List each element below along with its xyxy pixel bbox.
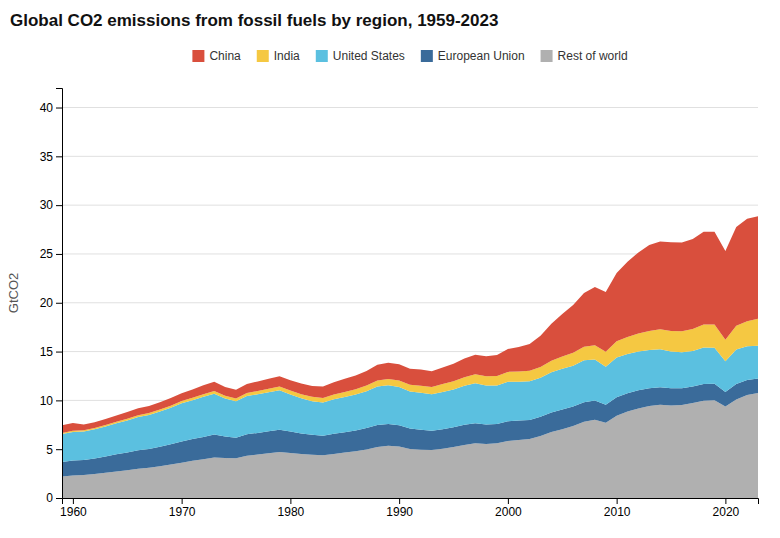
tick-mark [725, 498, 726, 504]
legend-label: United States [333, 49, 405, 63]
legend-item: Rest of world [541, 49, 628, 63]
tick-mark [73, 498, 74, 504]
axis-line [63, 499, 759, 505]
legend-swatch [192, 50, 204, 62]
tick-label: 1980 [278, 505, 305, 519]
area [62, 216, 758, 433]
tick-label: 15 [40, 345, 54, 359]
tick: 30 [40, 198, 62, 212]
legend-label: Rest of world [558, 49, 628, 63]
tick: 1980 [278, 498, 305, 519]
tick-label: 0 [46, 491, 53, 505]
tick-label: 25 [40, 247, 54, 261]
x-axis: 1960 1970 1980 1990 2000 2010 2020 [60, 498, 758, 519]
grid-line [62, 205, 758, 206]
axis-line [56, 89, 63, 499]
legend-swatch [541, 50, 553, 62]
tick: 25 [40, 247, 62, 261]
tick: 1990 [386, 498, 413, 519]
legend-item: China [192, 49, 241, 63]
tick: 15 [40, 345, 62, 359]
legend-swatch [316, 50, 328, 62]
tick-mark [56, 400, 62, 401]
grid-line [62, 107, 758, 108]
legend: China India United States European Union Res… [192, 49, 627, 63]
tick: 5 [46, 443, 62, 457]
tick-mark [56, 303, 62, 304]
tick: 35 [40, 150, 62, 164]
plot-area [62, 216, 758, 498]
chart: 1960 1970 1980 1990 2000 2010 2020 0 5 10 15 20 25 30… [0, 0, 780, 538]
tick: 2020 [713, 498, 740, 519]
y-axis: 0 5 10 15 20 25 30 35 40 [40, 89, 63, 506]
tick-label: 2000 [495, 505, 522, 519]
tick-label: 1990 [386, 505, 413, 519]
tick: 10 [40, 394, 62, 408]
title: Global CO2 emissions from fossil fuels b… [10, 11, 498, 30]
tick: 2010 [604, 498, 631, 519]
tick-mark [56, 205, 62, 206]
tick-label: 35 [40, 150, 54, 164]
tick-label: 2010 [604, 505, 631, 519]
tick-mark [290, 498, 291, 504]
tick-label: 5 [46, 443, 53, 457]
tick-mark [56, 156, 62, 157]
legend-item: European Union [421, 49, 525, 63]
tick-mark [56, 108, 62, 109]
legend-item: United States [316, 49, 405, 63]
tick: 20 [40, 296, 62, 310]
y-axis-title: GtCO2 [6, 273, 21, 313]
tick: 1970 [169, 498, 196, 519]
legend-item: India [257, 49, 300, 63]
legend-label: China [209, 49, 241, 63]
tick-mark [56, 449, 62, 450]
legend-swatch [421, 50, 433, 62]
tick-mark [56, 498, 62, 499]
legend-swatch [257, 50, 269, 62]
tick-mark [56, 254, 62, 255]
tick: 2000 [495, 498, 522, 519]
tick-label: 30 [40, 198, 54, 212]
tick-label: 1970 [169, 505, 196, 519]
tick-mark [508, 498, 509, 504]
tick-label: 2020 [713, 505, 740, 519]
tick: 40 [40, 101, 62, 115]
tick-label: 1960 [60, 505, 87, 519]
legend-label: European Union [438, 49, 525, 63]
tick-label: 40 [40, 101, 54, 115]
tick-mark [617, 498, 618, 504]
legend-label: India [274, 49, 300, 63]
tick-mark [399, 498, 400, 504]
tick-mark [182, 498, 183, 504]
tick-label: 20 [40, 296, 54, 310]
tick: 0 [46, 491, 62, 505]
grid [62, 108, 758, 498]
tick-mark [56, 352, 62, 353]
tick: 1960 [60, 498, 87, 519]
grid-line [62, 156, 758, 157]
tick-label: 10 [40, 394, 54, 408]
